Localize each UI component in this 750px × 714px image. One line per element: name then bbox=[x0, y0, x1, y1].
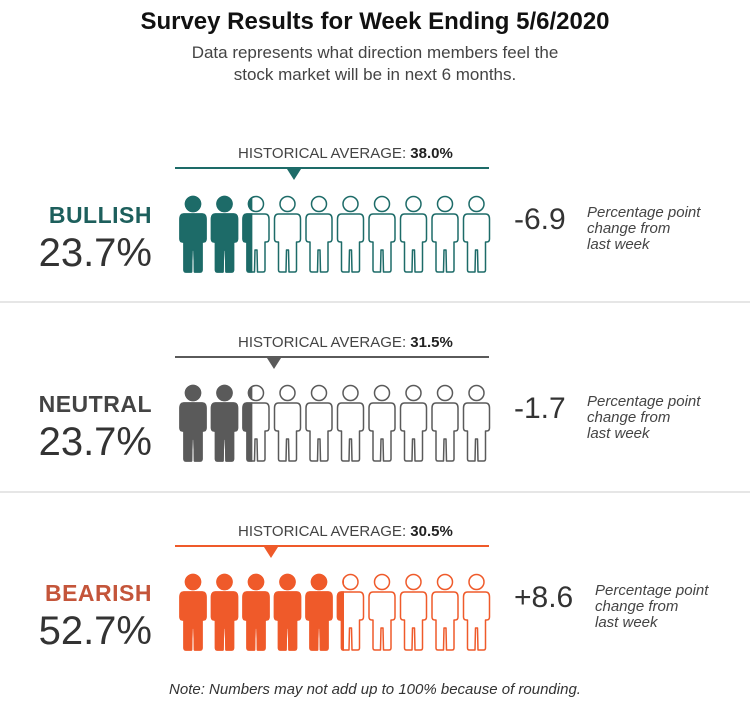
bearish-change: +8.6 bbox=[514, 581, 574, 614]
bullish-value: 23.7% bbox=[38, 231, 152, 275]
bearish-pictograph bbox=[179, 573, 491, 651]
bullish-historical-label: HISTORICAL AVERAGE: 38.0% bbox=[238, 145, 453, 162]
neutral-historical-line bbox=[175, 356, 489, 358]
neutral-historical-label: HISTORICAL AVERAGE: 31.5% bbox=[238, 334, 453, 351]
neutral-person-icon-filled bbox=[179, 384, 207, 462]
neutral-label: NEUTRAL bbox=[38, 391, 152, 417]
neutral-person-icon-filled bbox=[242, 385, 253, 462]
bearish-person-icon bbox=[431, 573, 459, 651]
bullish-person-icon bbox=[305, 195, 333, 273]
bearish-person-icon-filled bbox=[179, 573, 207, 651]
bullish-historical-marker bbox=[287, 169, 302, 180]
bullish-person-icon bbox=[399, 195, 428, 273]
neutral-section: HISTORICAL AVERAGE: 31.5% NEUTRAL 23.7% … bbox=[0, 334, 750, 524]
bullish-historical-value: 38.0% bbox=[410, 145, 453, 162]
neutral-change: -1.7 bbox=[514, 392, 566, 425]
neutral-person-icon bbox=[336, 384, 365, 462]
subtitle-line-2: stock market will be in next 6 months. bbox=[233, 65, 517, 84]
footnote: Note: Numbers may not add up to 100% bec… bbox=[169, 681, 581, 698]
bullish-person-icon bbox=[462, 195, 491, 273]
neutral-person-icon bbox=[273, 384, 302, 462]
bearish-change-label: Percentage point change from last week bbox=[595, 583, 735, 631]
bearish-historical-marker bbox=[263, 547, 278, 558]
bearish-person-icon-filled bbox=[210, 573, 239, 651]
neutral-person-icon bbox=[368, 384, 396, 462]
bullish-person-icon bbox=[336, 195, 365, 273]
neutral-person-icon bbox=[399, 384, 428, 462]
bearish-historical-prefix: HISTORICAL AVERAGE: bbox=[238, 523, 407, 540]
bullish-person-icon-filled bbox=[179, 195, 207, 273]
neutral-value: 23.7% bbox=[38, 420, 152, 464]
bullish-historical-prefix: HISTORICAL AVERAGE: bbox=[238, 145, 407, 162]
bullish-label: BULLISH bbox=[48, 202, 152, 228]
neutral-person-icon bbox=[305, 384, 333, 462]
neutral-historical-marker bbox=[266, 358, 281, 369]
neutral-person-icon bbox=[431, 384, 459, 462]
neutral-historical-value: 31.5% bbox=[410, 334, 453, 351]
neutral-person-icon-filled bbox=[210, 384, 239, 462]
change-label-line-2: change from bbox=[587, 220, 671, 237]
chart-subtitle: Data represents what direction members f… bbox=[175, 42, 575, 86]
bearish-person-icon bbox=[462, 573, 491, 651]
subtitle-line-1: Data represents what direction members f… bbox=[191, 43, 559, 62]
section-divider bbox=[0, 491, 750, 493]
bullish-pictograph bbox=[179, 195, 491, 273]
change-label-line-1: Percentage point bbox=[587, 393, 701, 410]
bearish-person-icon-filled bbox=[336, 576, 345, 651]
bullish-person-icon-filled bbox=[210, 195, 239, 273]
neutral-change-label: Percentage point change from last week bbox=[587, 394, 727, 442]
change-label-line-2: change from bbox=[595, 598, 679, 615]
change-label-line-3: last week bbox=[595, 614, 658, 631]
bearish-value: 52.7% bbox=[38, 609, 152, 653]
bearish-person-icon-filled bbox=[305, 573, 333, 651]
bearish-historical-line bbox=[175, 545, 489, 547]
bullish-person-icon bbox=[368, 195, 396, 273]
bullish-historical-line bbox=[175, 167, 489, 169]
change-label-line-3: last week bbox=[587, 425, 650, 442]
neutral-person-icon bbox=[462, 384, 491, 462]
bearish-section: HISTORICAL AVERAGE: 30.5% BEARISH 52.7% … bbox=[0, 523, 750, 713]
change-label-line-2: change from bbox=[587, 409, 671, 426]
change-label-line-3: last week bbox=[587, 236, 650, 253]
bearish-person-icon-filled bbox=[273, 573, 302, 651]
bullish-person-icon bbox=[431, 195, 459, 273]
bearish-label: BEARISH bbox=[44, 580, 152, 606]
bullish-person-icon bbox=[273, 195, 302, 273]
chart-title: Survey Results for Week Ending 5/6/2020 bbox=[140, 8, 610, 35]
bullish-change: -6.9 bbox=[514, 203, 566, 236]
section-divider bbox=[0, 301, 750, 303]
neutral-pictograph bbox=[179, 384, 491, 462]
bearish-person-icon bbox=[368, 573, 396, 651]
change-label-line-1: Percentage point bbox=[587, 204, 701, 221]
bearish-historical-label: HISTORICAL AVERAGE: 30.5% bbox=[238, 523, 453, 540]
bearish-person-icon-filled bbox=[242, 573, 270, 651]
bullish-change-label: Percentage point change from last week bbox=[587, 205, 727, 253]
bearish-historical-value: 30.5% bbox=[410, 523, 453, 540]
bullish-person-icon-filled bbox=[242, 196, 253, 273]
change-label-line-1: Percentage point bbox=[595, 582, 709, 599]
neutral-historical-prefix: HISTORICAL AVERAGE: bbox=[238, 334, 407, 351]
bearish-person-icon bbox=[399, 573, 428, 651]
bullish-section: HISTORICAL AVERAGE: 38.0% BULLISH 23.7% … bbox=[0, 145, 750, 335]
